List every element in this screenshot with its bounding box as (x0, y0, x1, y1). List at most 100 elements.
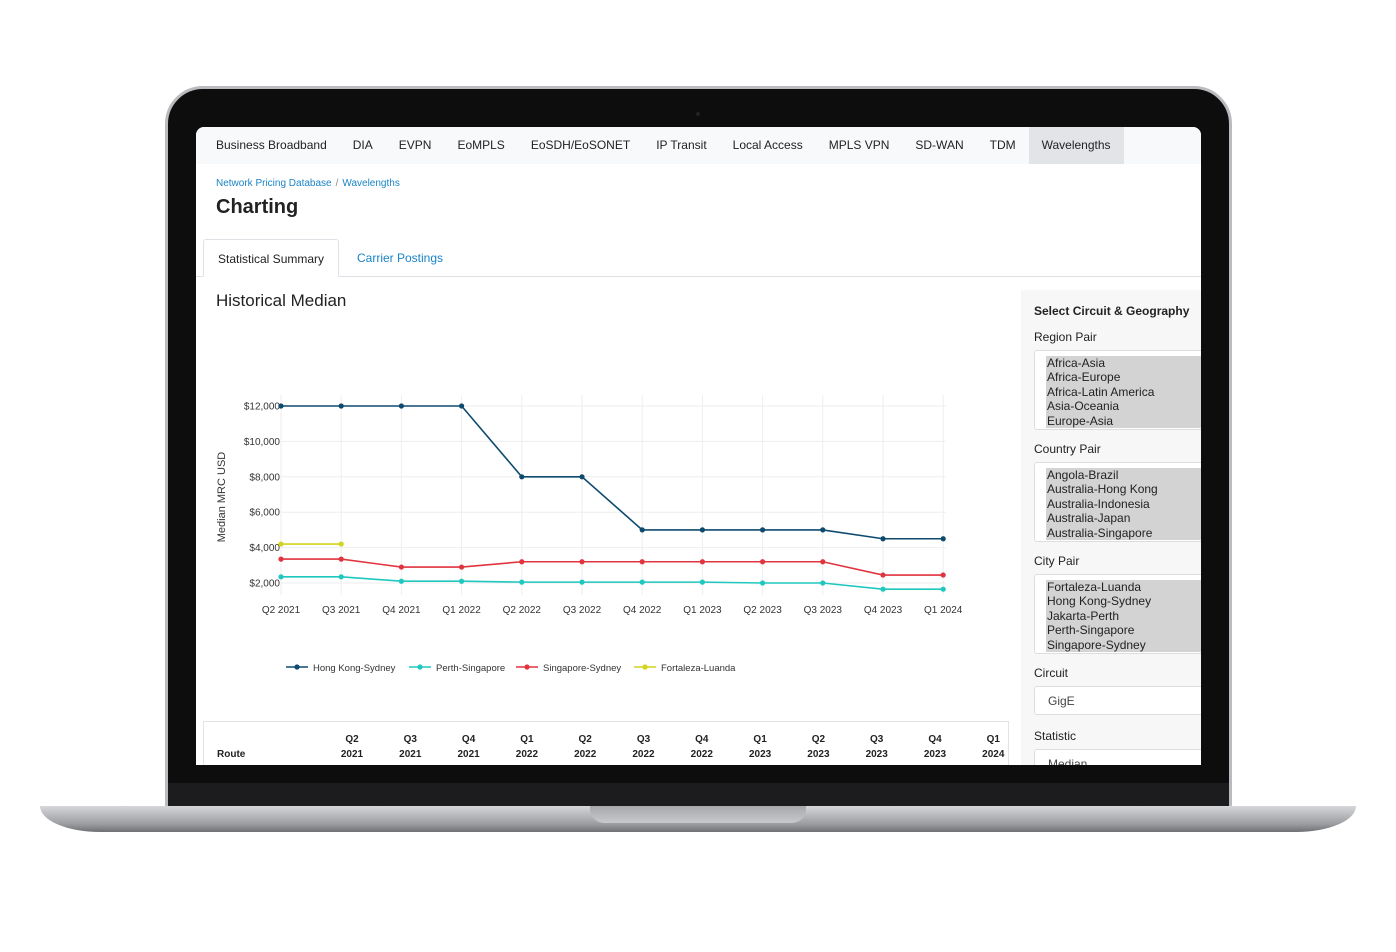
top-nav: Business Broadband DIA EVPN EoMPLS EoSDH/EoS… (196, 127, 1201, 164)
nav-item-mpls-vpn[interactable]: MPLS VPN (828, 138, 890, 152)
year: 2022 (574, 749, 597, 760)
data-point[interactable] (760, 527, 766, 533)
data-point[interactable] (519, 579, 525, 585)
select-option[interactable]: Africa-Latin America (1046, 384, 1201, 400)
data-point[interactable] (820, 527, 826, 533)
year: 2024 (982, 749, 1005, 760)
nav-item-evpn[interactable]: EVPN (398, 138, 432, 152)
data-point[interactable] (459, 403, 465, 409)
circuit-select[interactable]: GigE (1034, 686, 1201, 715)
quarter: Q2 (811, 734, 826, 745)
data-point[interactable] (398, 564, 404, 570)
select-option[interactable]: Australia-Indonesia (1046, 496, 1201, 512)
tab-carrier-postings[interactable]: Carrier Postings (357, 251, 444, 265)
country-pair-select[interactable]: Angola-Brazil Australia-Hong Kong Australi… (1034, 462, 1201, 542)
data-point[interactable] (940, 586, 946, 592)
select-option[interactable]: Fortaleza-Luanda (1046, 580, 1201, 595)
quarter: Q2 (578, 734, 592, 745)
select-option[interactable]: Australia-Singapore (1046, 525, 1201, 541)
data-point[interactable] (760, 559, 766, 565)
data-point[interactable] (338, 403, 344, 409)
legend-item[interactable]: Fortaleza-Luanda (634, 663, 736, 674)
data-point[interactable] (278, 556, 284, 562)
nav-item-business-broadband[interactable]: Business Broadband (216, 138, 327, 152)
data-point[interactable] (579, 559, 585, 565)
column-header: Q1 2024 (973, 732, 1013, 762)
data-table: Route Q2 2021 Q3 2021 Q4 2021 Q1 2022 Q2 2022 Q3 20… (203, 721, 1009, 765)
y-tick-label: $6,000 (249, 508, 280, 519)
quarter: Q4 (461, 734, 476, 745)
data-point[interactable] (579, 579, 585, 585)
data-point[interactable] (699, 559, 705, 565)
nav-item-eosdh-eosonet[interactable]: EoSDH/EoSONET (530, 138, 631, 152)
year: 2022 (690, 749, 713, 760)
quarter: Q1 (520, 734, 534, 745)
nav-item-local-access[interactable]: Local Access (732, 138, 803, 152)
data-point[interactable] (820, 580, 826, 586)
select-option[interactable]: Jakarta-Perth (1046, 608, 1201, 624)
year: 2023 (807, 749, 830, 760)
column-header: Q3 2021 (390, 732, 430, 762)
data-point[interactable] (699, 527, 705, 533)
select-option[interactable]: Australia-Hong Kong (1046, 482, 1201, 497)
data-point[interactable] (278, 541, 284, 547)
data-point[interactable] (579, 474, 585, 480)
select-option[interactable]: Africa-Europe (1046, 370, 1201, 385)
data-point[interactable] (820, 559, 826, 565)
data-point[interactable] (880, 586, 886, 592)
data-point[interactable] (398, 578, 404, 584)
region-pair-select[interactable]: Africa-Asia Africa-Europe Africa-Latin Ame… (1034, 350, 1201, 430)
data-point[interactable] (278, 574, 284, 580)
statistic-select[interactable]: Median (1034, 749, 1201, 765)
data-point[interactable] (519, 559, 525, 565)
data-point[interactable] (459, 578, 465, 584)
data-point[interactable] (639, 559, 645, 565)
year: 2021 (457, 749, 480, 760)
city-pair-select[interactable]: Fortaleza-Luanda Hong Kong-Sydney Jakarta-… (1034, 574, 1201, 654)
select-option[interactable]: Hong Kong-Sydney (1046, 594, 1201, 609)
select-option[interactable]: Singapore-Sydney (1046, 637, 1201, 653)
select-option[interactable]: Australia-Japan (1046, 511, 1201, 526)
data-point[interactable] (278, 403, 284, 409)
select-option[interactable]: Asia-Oceania (1046, 399, 1201, 414)
select-option[interactable]: Africa-Asia (1046, 356, 1201, 371)
column-header: Q3 2023 (857, 732, 897, 762)
nav-item-eompls[interactable]: EoMPLS (457, 138, 505, 152)
nav-item-sd-wan[interactable]: SD-WAN (915, 138, 964, 152)
select-option[interactable]: Europe-Asia (1046, 413, 1201, 429)
x-tick-label: Q3 2022 (563, 605, 602, 616)
data-point[interactable] (398, 403, 404, 409)
y-tick-label: $10,000 (244, 437, 281, 448)
quarter: Q3 (403, 734, 417, 745)
legend-item[interactable]: Hong Kong-Sydney (286, 663, 396, 674)
nav-item-wavelengths[interactable]: Wavelengths (1028, 127, 1124, 164)
legend-label: Fortaleza-Luanda (661, 663, 736, 674)
tab-statistical-summary[interactable]: Statistical Summary (203, 239, 340, 277)
data-point[interactable] (338, 574, 344, 580)
data-point[interactable] (940, 536, 946, 542)
select-option[interactable]: Angola-Brazil (1046, 468, 1201, 483)
data-point[interactable] (880, 536, 886, 542)
data-point[interactable] (338, 556, 344, 562)
data-point[interactable] (880, 572, 886, 578)
data-point[interactable] (338, 541, 344, 547)
legend-item[interactable]: Singapore-Sydney (516, 663, 621, 674)
data-point[interactable] (699, 579, 705, 585)
breadcrumb-link[interactable]: Wavelengths (342, 178, 400, 189)
quarter: Q1 (986, 734, 1000, 745)
legend-item[interactable]: Perth-Singapore (409, 663, 505, 674)
data-point[interactable] (639, 579, 645, 585)
nav-item-tdm[interactable]: TDM (989, 138, 1016, 152)
y-tick-label: $4,000 (249, 543, 280, 554)
breadcrumb-link[interactable]: Network Pricing Database (216, 178, 332, 189)
data-point[interactable] (519, 474, 525, 480)
country-pair-label: Country Pair (1034, 442, 1101, 456)
data-point[interactable] (459, 564, 465, 570)
data-point[interactable] (639, 527, 645, 533)
nav-item-ip-transit[interactable]: IP Transit (656, 138, 707, 152)
legend-marker (524, 664, 530, 670)
nav-item-dia[interactable]: DIA (352, 138, 373, 152)
data-point[interactable] (940, 572, 946, 578)
select-option[interactable]: Perth-Singapore (1046, 623, 1201, 638)
data-point[interactable] (760, 580, 766, 586)
